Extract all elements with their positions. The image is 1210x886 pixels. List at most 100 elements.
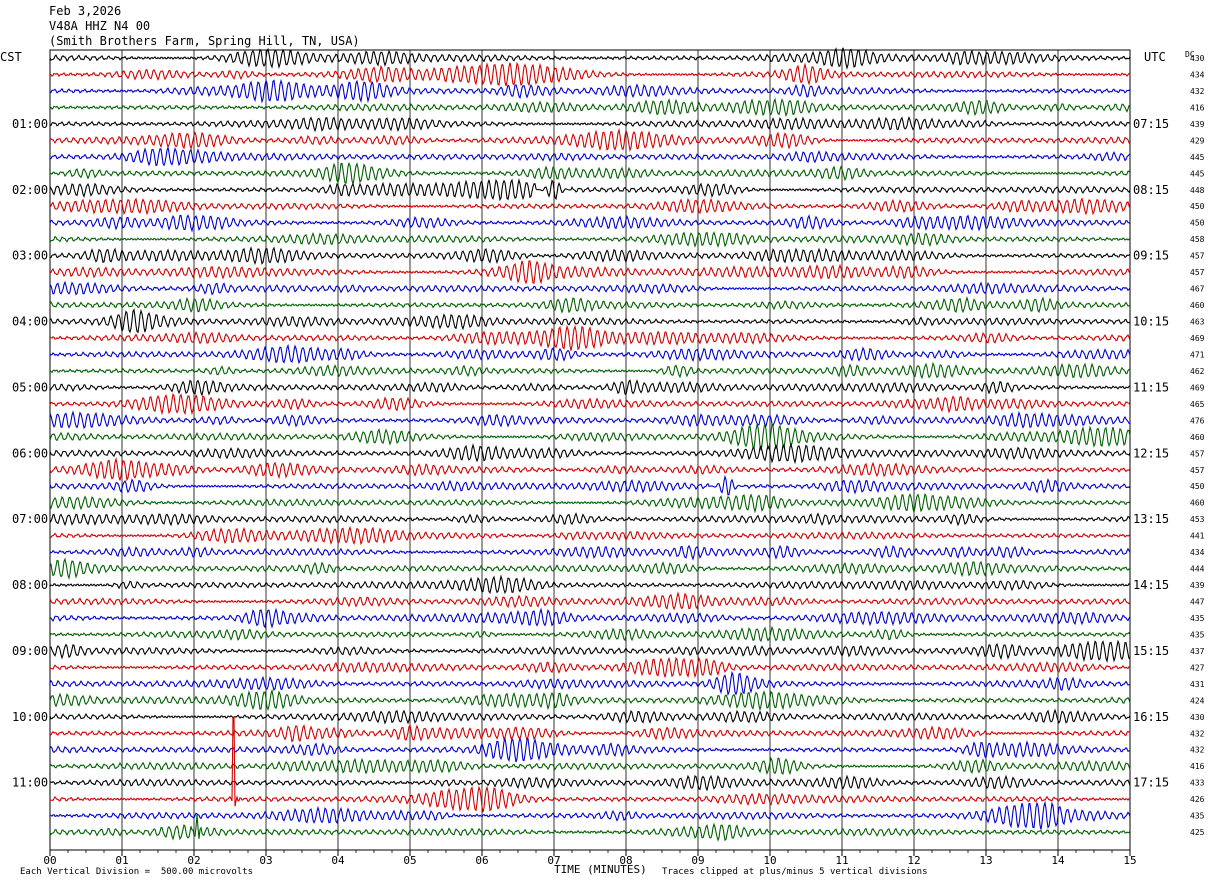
header-location: (Smith Brothers Farm, Spring Hill, TN, U… <box>49 34 360 48</box>
trace-line <box>49 260 1131 285</box>
trace-line <box>49 296 1131 314</box>
trace-line <box>49 78 1131 104</box>
dc-offset-label: 430 <box>1190 713 1205 722</box>
trace-line <box>49 474 1131 496</box>
x-tick-label: 08 <box>619 854 632 867</box>
dc-offset-label: 435 <box>1190 630 1205 639</box>
dc-offset-label: 460 <box>1190 433 1205 442</box>
trace-line <box>49 708 1131 725</box>
dc-offset-label: 465 <box>1190 400 1205 409</box>
trace-line <box>49 591 1131 611</box>
trace-line <box>49 61 1131 87</box>
trace-line <box>49 656 1131 679</box>
trace-line <box>49 422 1131 451</box>
dc-offset-label: 439 <box>1190 581 1205 590</box>
trace-line <box>49 178 1131 202</box>
right-hour-label: 13:15 <box>1133 512 1169 526</box>
trace-line <box>49 97 1131 118</box>
trace-line <box>49 774 1131 792</box>
left-hour-label: 05:00 <box>12 380 48 394</box>
right-hour-label: 11:15 <box>1133 380 1169 394</box>
trace-line <box>49 324 1131 351</box>
right-hour-label: 08:15 <box>1133 183 1169 197</box>
dc-offset-label: 444 <box>1190 565 1205 574</box>
right-timezone-label: UTC <box>1144 50 1166 64</box>
x-tick-label: 03 <box>259 854 272 867</box>
trace-line <box>49 525 1131 546</box>
dc-offset-label: 476 <box>1190 416 1205 425</box>
trace-line <box>49 127 1131 153</box>
dc-offset-label: 432 <box>1190 729 1205 738</box>
dc-offset-label: 450 <box>1190 482 1205 491</box>
xaxis-title: TIME (MINUTES) <box>554 863 647 876</box>
trace-line <box>49 800 1131 830</box>
x-tick-label: 00 <box>43 854 56 867</box>
x-tick-label: 15 <box>1123 854 1136 867</box>
dc-offset-label: 447 <box>1190 598 1205 607</box>
right-hour-label: 07:15 <box>1133 117 1169 131</box>
dc-offset-label: 432 <box>1190 746 1205 755</box>
dc-offset-label: 457 <box>1190 268 1205 277</box>
dc-offset-label: 453 <box>1190 515 1205 524</box>
right-hour-label: 17:15 <box>1133 776 1169 790</box>
right-hour-label: 10:15 <box>1133 315 1169 329</box>
left-hour-label: 07:00 <box>12 512 48 526</box>
dc-offset-label: 424 <box>1190 696 1205 705</box>
trace-line <box>49 246 1131 266</box>
right-hour-label: 15:15 <box>1133 644 1169 658</box>
dc-offset-label: 430 <box>1190 54 1205 63</box>
dc-offset-label: 467 <box>1190 285 1205 294</box>
x-tick-label: 12 <box>907 854 920 867</box>
trace-line <box>49 544 1131 561</box>
dc-offset-label: 457 <box>1190 449 1205 458</box>
left-hour-label: 11:00 <box>12 776 48 790</box>
trace-line <box>49 639 1131 664</box>
trace-line <box>49 574 1131 595</box>
x-tick-label: 06 <box>475 854 488 867</box>
x-tick-label: 11 <box>835 854 848 867</box>
trace-line <box>49 379 1131 397</box>
trace-line <box>49 115 1131 133</box>
trace-line <box>49 457 1131 482</box>
trace-line <box>49 716 1131 813</box>
dc-offset-label: 460 <box>1190 499 1205 508</box>
dc-offset-label: 435 <box>1190 812 1205 821</box>
x-tick-label: 10 <box>763 854 776 867</box>
trace-line <box>49 214 1131 233</box>
trace-line <box>49 814 1131 842</box>
right-hour-label: 12:15 <box>1133 446 1169 460</box>
dc-offset-label: 469 <box>1190 334 1205 343</box>
dc-offset-label: 441 <box>1190 532 1205 541</box>
dc-offset-label: 426 <box>1190 795 1205 804</box>
dc-offset-label: 457 <box>1190 252 1205 261</box>
right-hour-label: 14:15 <box>1133 578 1169 592</box>
trace-line <box>49 308 1131 334</box>
right-hour-label: 16:15 <box>1133 710 1169 724</box>
dc-offset-label: 471 <box>1190 350 1205 359</box>
x-tick-label: 09 <box>691 854 704 867</box>
dc-offset-label: 416 <box>1190 103 1205 112</box>
dc-offset-label: 462 <box>1190 367 1205 376</box>
scale-note: Each Vertical Division = 500.00 microvol… <box>20 867 253 877</box>
left-hour-label: 08:00 <box>12 578 48 592</box>
left-hour-label: 06:00 <box>12 446 48 460</box>
trace-line <box>49 47 1131 70</box>
dc-offset-label: 450 <box>1190 219 1205 228</box>
plot-frame <box>49 49 1131 851</box>
header-station: V48A HHZ N4 00 <box>49 19 151 33</box>
trace-line <box>49 197 1131 216</box>
dc-offset-label: 445 <box>1190 169 1205 178</box>
dc-offset-label: 434 <box>1190 548 1205 557</box>
trace-line <box>49 231 1131 248</box>
clip-note: Traces clipped at plus/minus 5 vertical … <box>662 867 928 877</box>
x-tick-label: 13 <box>979 854 992 867</box>
dc-label: DC <box>1185 50 1195 59</box>
left-hour-label: 09:00 <box>12 644 48 658</box>
dc-offset-label: 435 <box>1190 614 1205 623</box>
x-tick-label: 02 <box>187 854 200 867</box>
x-tick-label: 01 <box>115 854 128 867</box>
dc-offset-label: 433 <box>1190 779 1205 788</box>
right-hour-label: 09:15 <box>1133 249 1169 263</box>
x-tick-label: 04 <box>331 854 345 867</box>
